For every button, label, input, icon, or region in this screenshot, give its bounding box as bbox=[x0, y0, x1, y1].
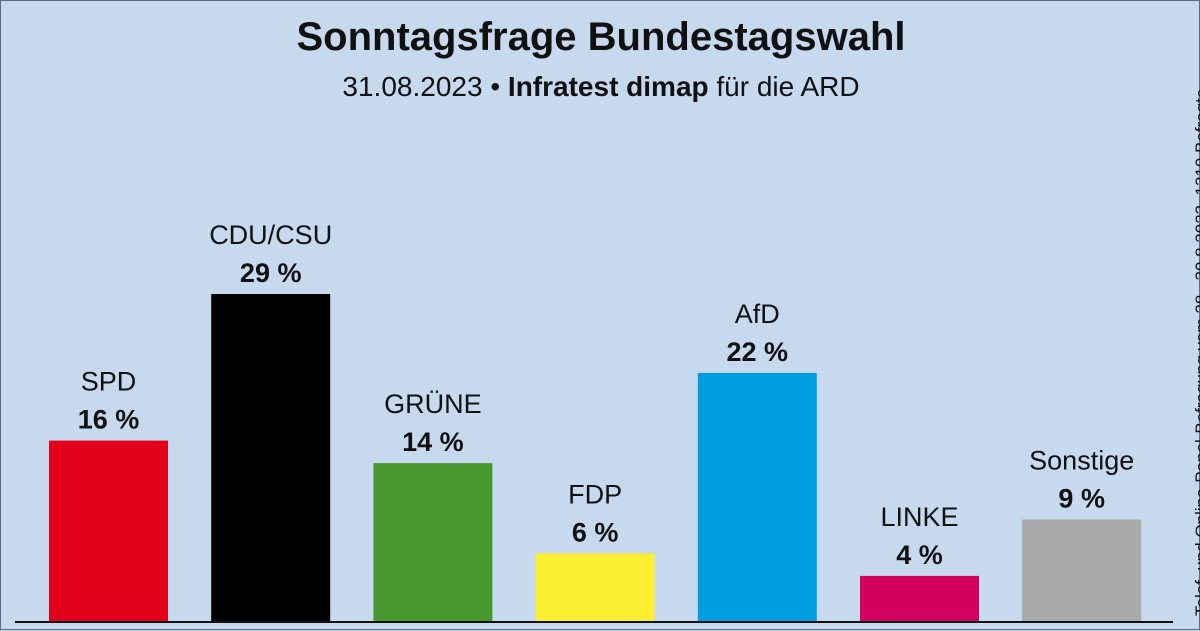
value-label-spd: 16 % bbox=[78, 405, 140, 435]
category-label-fdp: FDP bbox=[568, 479, 622, 509]
subtitle-separator: • bbox=[490, 71, 501, 102]
value-label-gr-ne: 14 % bbox=[402, 427, 464, 457]
bar-sonstige bbox=[1022, 519, 1142, 621]
value-label-cdu-csu: 29 % bbox=[240, 258, 302, 288]
category-label-cdu-csu: CDU/CSU bbox=[209, 220, 332, 250]
bar-spd bbox=[49, 440, 168, 621]
category-label-spd: SPD bbox=[81, 367, 137, 397]
category-label-linke: LINKE bbox=[880, 502, 958, 532]
value-label-afd: 22 % bbox=[727, 337, 789, 367]
bar-cdu-csu bbox=[211, 294, 331, 621]
category-label-gr-ne: GRÜNE bbox=[384, 389, 482, 419]
subtitle-date: 31.08.2023 bbox=[342, 71, 483, 102]
bar-gr-ne bbox=[373, 463, 493, 621]
bar-afd bbox=[697, 372, 817, 621]
bar-linke bbox=[860, 575, 979, 621]
chart-subtitle: 31.08.2023 • Infratest dimap für die ARD bbox=[1, 71, 1200, 103]
bar-fdp bbox=[535, 553, 655, 621]
subtitle-pollster: Infratest dimap bbox=[507, 71, 709, 102]
value-label-sonstige: 9 % bbox=[1058, 484, 1105, 514]
subtitle-suffix: für die ARD bbox=[716, 71, 860, 102]
chart-title: Sonntagsfrage Bundestagswahl bbox=[296, 15, 906, 59]
value-label-fdp: 6 % bbox=[572, 517, 619, 547]
bars-group: 16 % SPD 29 % CDU/CSU 14 % GRÜNE 6 % FDP 22 % AfD… bbox=[49, 220, 1142, 621]
value-label-linke: 4 % bbox=[896, 540, 943, 570]
category-label-sonstige: Sonstige bbox=[1029, 446, 1134, 476]
category-label-afd: AfD bbox=[735, 299, 780, 329]
